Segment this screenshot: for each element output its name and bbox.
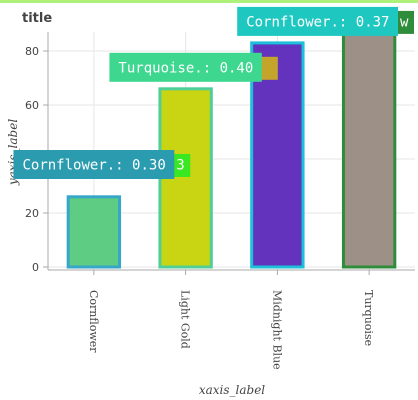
x-axis-title: xaxis_label <box>199 383 265 397</box>
y-tick-label: 0 <box>32 261 39 274</box>
tooltip-label: Cornflower.: 0.30 <box>22 158 165 174</box>
bar <box>341 27 397 269</box>
x-tick-label: Light Gold <box>179 290 192 349</box>
x-ticks: Cornflower Light Gold Midnight Blue Turquoi… <box>87 270 375 370</box>
tooltip-accent <box>257 56 278 80</box>
y-tick-label: 20 <box>25 207 39 220</box>
tooltip-box <box>13 150 175 179</box>
tooltip-label: Turquoise.: 0.40 <box>118 60 253 76</box>
tooltip-box <box>237 6 398 36</box>
tooltip-label: Cornflower.: 0.37 <box>246 14 389 30</box>
tooltip-accent <box>394 10 414 34</box>
tooltip-accent-text: 3 <box>176 158 184 174</box>
bar <box>158 87 213 269</box>
y-tick-label: 80 <box>25 45 39 58</box>
tooltip-accent <box>170 154 191 177</box>
tooltip-accent-text: w <box>400 14 409 30</box>
x-tick-label: Cornflower <box>87 290 100 353</box>
x-tick-label: Midnight Blue <box>270 290 283 370</box>
top-accent-strip <box>0 0 418 3</box>
tooltips: 3 Cornflower.: 0.30 Turquoise.: 0.40 w Cornf… <box>13 6 414 179</box>
tooltip-box <box>109 52 262 82</box>
y-tick-label: 60 <box>25 99 39 112</box>
chart-title: title <box>22 11 52 26</box>
bar <box>66 195 122 269</box>
x-tick-label: Turquoise <box>362 290 375 346</box>
